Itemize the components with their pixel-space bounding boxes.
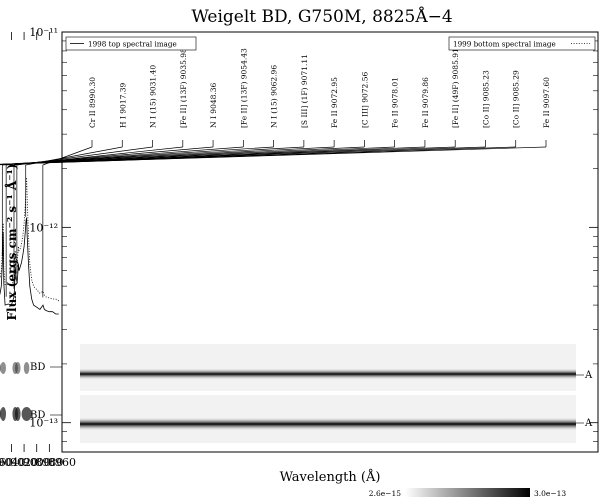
colorbar-max-label: 3.0e−13 — [534, 489, 566, 498]
spectral-trace-top — [80, 368, 576, 380]
spectral-label-top-left: BD — [30, 362, 45, 373]
emission-blob-bottom — [0, 407, 7, 421]
line-id-label: Fe II 9078.01 — [391, 77, 400, 128]
legend-right: 1999 bottom spectral image — [448, 36, 596, 51]
y-axis: 10⁻¹³ 10⁻¹² 10⁻¹¹ — [29, 26, 598, 442]
line-id-label: [C III] 9072.56 — [360, 72, 369, 128]
x-axis: 89608980900090209040906090809100 — [0, 32, 76, 469]
emission-blob-bottom — [0, 408, 1, 420]
spectral-image-top-background — [80, 344, 576, 391]
emission-blob-top — [23, 362, 30, 374]
series-layer — [0, 177, 60, 315]
line-id-label: [Co II] 9085.23 — [481, 70, 490, 128]
y-axis-label: Flux (ergs cm⁻² s⁻¹ Å⁻¹) — [4, 164, 19, 321]
spectral-images — [0, 344, 576, 443]
line-id-label: [Co II] 9085.29 — [512, 70, 521, 128]
legend-left-label: 1998 top spectral image — [88, 40, 177, 49]
y-tick-label: 10⁻¹³ — [29, 417, 58, 430]
legend-left: 1998 top spectral image — [65, 36, 197, 51]
line-id-label: [S III] (1F) 9071.11 — [300, 54, 309, 128]
spectral-label-bottom-right: A — [584, 418, 593, 429]
line-id-label: N I (15) 9031.40 — [149, 65, 158, 128]
line-id-label: N I 9048.36 — [209, 82, 218, 128]
line-id-connector — [0, 146, 547, 165]
chart-title: Weigelt BD, G750M, 8825Å−4 — [191, 6, 452, 27]
x-tick-label: 8980 — [35, 456, 63, 469]
emission-blob-bottom — [12, 407, 19, 421]
x-tick-label: 9020 — [10, 456, 38, 469]
line-id-label: [Fe II] (13F) 9035.98 — [179, 48, 188, 128]
x-tick-label: 8960 — [48, 456, 76, 469]
colorbar-gradient — [405, 488, 530, 497]
emission-blob-top — [12, 362, 19, 374]
x-axis-label: Wavelength (Å) — [280, 469, 381, 485]
line-id-label: [Fe II] (13F) 9054.43 — [239, 48, 248, 128]
line-id-label: Fe II 9079.86 — [421, 77, 430, 128]
spectral-label-top-right: A — [584, 370, 593, 381]
series-line-2 — [0, 177, 60, 302]
line-id-label: N I (15) 9062.96 — [270, 65, 279, 128]
spectral-label-bottom-left: BD — [30, 410, 45, 421]
emission-blob-top — [0, 362, 7, 374]
emission-blob-top — [0, 363, 1, 373]
x-tick-label: 9060 — [0, 456, 13, 469]
plot-frame — [61, 31, 599, 453]
legend-right-label: 1999 bottom spectral image — [453, 40, 556, 49]
line-id-label: Fe II 9072.95 — [330, 77, 339, 128]
series-line-1 — [0, 217, 59, 315]
y-tick-label: 10⁻¹¹ — [29, 26, 58, 39]
line-identifications: Cr II 8990.30 H I 9017.39 N I (15) 9031.40… — [0, 48, 551, 298]
spectral-trace-bottom — [80, 417, 576, 431]
colorbar: 2.6e−15 3.0e−13 — [369, 488, 566, 498]
line-id-label: Cr II 8990.30 — [88, 77, 97, 128]
x-tick-label: 9000 — [23, 456, 51, 469]
y-tick-label: 10⁻¹² — [29, 221, 58, 234]
line-id-label: Fe II 9097.60 — [542, 77, 551, 128]
emission-blobs — [0, 362, 32, 421]
line-id-label: [Fe II] (49F) 9085.91 — [451, 48, 460, 128]
x-tick-label: 9040 — [0, 456, 25, 469]
legend-right-box — [448, 36, 596, 51]
line-id-label: H I 9017.39 — [118, 82, 127, 128]
legend-left-box — [65, 36, 197, 51]
emission-blob-bottom — [21, 407, 32, 421]
colorbar-min-label: 2.6e−15 — [369, 489, 401, 498]
